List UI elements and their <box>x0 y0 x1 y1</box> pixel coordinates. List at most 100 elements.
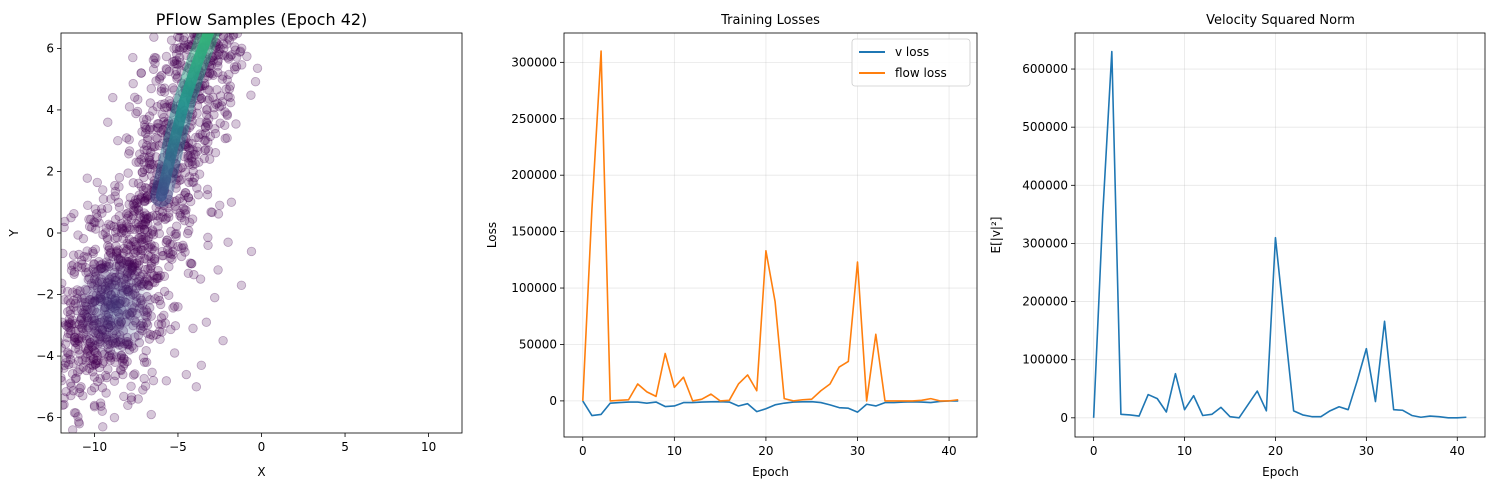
scatter-point <box>124 102 135 112</box>
scatter-point <box>150 256 160 266</box>
scatter-point <box>223 91 233 102</box>
scatter-point <box>246 90 256 100</box>
scatter-point <box>164 290 174 301</box>
scatter-point <box>183 143 194 153</box>
scatter-point <box>146 409 156 420</box>
scatter-point <box>90 204 100 214</box>
scatter-point <box>187 156 197 167</box>
scatter-point <box>192 183 202 193</box>
scatter-point <box>61 376 67 386</box>
scatter-point <box>61 337 64 347</box>
scatter-point <box>159 112 169 123</box>
scatter-point <box>116 365 126 376</box>
scatter-point <box>231 61 242 72</box>
scatter-point <box>106 194 116 204</box>
scatter-point <box>175 33 185 36</box>
scatter-point <box>155 334 165 345</box>
losses-legend: v loss flow loss <box>851 38 971 87</box>
scatter-point <box>231 119 241 129</box>
scatter-point <box>128 52 138 63</box>
scatter-point <box>118 234 128 244</box>
scatter-point <box>70 374 81 384</box>
scatter-point <box>242 51 252 62</box>
scatter-point <box>235 47 245 57</box>
scatter-title: PFlow Samples (Epoch 42) <box>156 10 368 29</box>
scatter-point <box>193 190 204 200</box>
scatter-point <box>203 232 213 243</box>
scatter-point <box>134 224 144 235</box>
scatter-point <box>70 337 80 347</box>
scatter-point <box>128 210 138 221</box>
scatter-point <box>230 64 240 75</box>
scatter-point <box>69 208 79 219</box>
scatter-point <box>204 114 214 124</box>
scatter-point <box>137 232 147 242</box>
scatter-point <box>144 152 154 163</box>
scatter-point <box>61 372 66 383</box>
scatter-point <box>146 83 156 94</box>
scatter-point <box>217 97 227 107</box>
scatter-point <box>131 108 141 119</box>
scatter-point <box>139 145 149 155</box>
scatter-point <box>185 151 195 161</box>
losses-xtick-label: 10 <box>667 444 682 458</box>
scatter-point <box>146 258 156 268</box>
scatter-point <box>210 128 221 139</box>
scatter-point <box>191 132 201 143</box>
scatter-xtick-label: −5 <box>169 440 187 454</box>
scatter-point <box>175 33 183 36</box>
scatter-point <box>136 68 146 78</box>
scatter-point <box>126 214 137 225</box>
scatter-point <box>114 182 124 192</box>
scatter-point <box>89 382 100 393</box>
scatter-point <box>128 205 139 216</box>
scatter-point <box>153 319 164 329</box>
scatter-point <box>167 240 178 250</box>
scatter-point <box>100 228 111 238</box>
velocity-ytick-label: 500000 <box>1022 120 1068 134</box>
scatter-point <box>71 337 81 348</box>
scatter-point <box>225 98 236 108</box>
scatter-point <box>187 214 198 224</box>
scatter-point <box>161 376 172 386</box>
scatter-point <box>123 168 133 178</box>
scatter-point <box>123 208 133 218</box>
scatter-point <box>74 249 84 260</box>
scatter-point <box>83 200 93 211</box>
scatter-point <box>184 172 195 182</box>
legend-box <box>851 38 971 87</box>
scatter-point <box>114 211 124 221</box>
velocity-ytick-label: 300000 <box>1022 236 1068 250</box>
scatter-point <box>228 33 239 40</box>
scatter-point <box>185 144 195 154</box>
scatter-point <box>189 149 199 160</box>
scatter-point <box>213 55 223 66</box>
scatter-point <box>92 213 102 223</box>
scatter-point <box>143 219 153 229</box>
scatter-point <box>199 135 210 146</box>
scatter-point <box>69 332 80 343</box>
scatter-point <box>111 241 121 251</box>
scatter-point <box>121 133 132 143</box>
scatter-point <box>62 347 73 358</box>
scatter-point <box>188 160 198 170</box>
scatter-point <box>156 313 167 323</box>
scatter-point <box>122 213 133 224</box>
scatter-point <box>124 223 135 233</box>
scatter-point <box>192 142 202 153</box>
scatter-point <box>146 147 156 157</box>
scatter-point <box>182 228 193 239</box>
scatter-point <box>149 33 159 42</box>
losses-lines <box>581 50 959 417</box>
scatter-point <box>121 228 131 239</box>
scatter-point <box>209 110 219 120</box>
legend-v-loss: v loss <box>895 45 929 59</box>
scatter-point <box>74 419 85 429</box>
scatter-point <box>201 144 211 154</box>
scatter-point <box>195 129 205 139</box>
scatter-point <box>103 117 113 127</box>
scatter-point <box>73 417 84 427</box>
scatter-point <box>62 321 72 331</box>
scatter-point <box>138 185 149 196</box>
scatter-point <box>130 369 140 379</box>
